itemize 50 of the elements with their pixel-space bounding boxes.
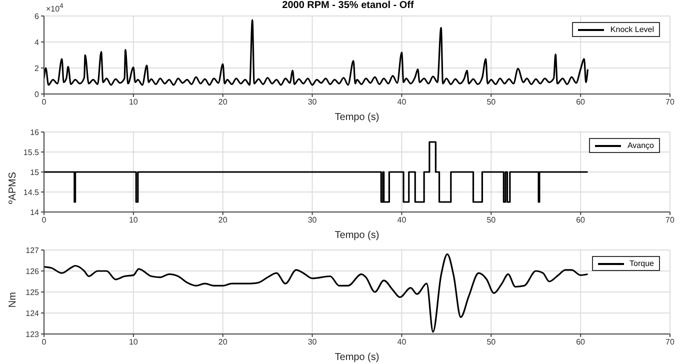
y-axis-title: Nm [8, 292, 19, 308]
x-tick-label: 30 [308, 216, 318, 225]
y-tick-label: 15 [30, 168, 40, 177]
x-tick-label: 60 [576, 216, 586, 225]
x-tick-label: 70 [666, 338, 675, 347]
x-tick-label: 70 [666, 98, 675, 107]
x-tick-label: 10 [128, 98, 138, 107]
legend-label: Avanço [627, 141, 654, 150]
x-tick-label: 60 [576, 338, 586, 347]
legend-label: Torque [630, 259, 654, 268]
y-tick-label: 127 [26, 246, 40, 255]
x-tick-label: 30 [308, 338, 318, 347]
x-tick-label: 10 [128, 216, 138, 225]
line-series [44, 253, 589, 333]
x-tick-label: 40 [397, 338, 407, 347]
y-tick-label: 0 [34, 90, 40, 99]
line-series [44, 19, 589, 86]
y-tick-label: 15.5 [23, 148, 40, 157]
x-tick-label: 60 [576, 98, 586, 107]
x-tick-label: 20 [218, 216, 228, 225]
text: ×10$^{4}$ [46, 3, 64, 14]
x-tick-label: 50 [486, 216, 496, 225]
x-tick-label: 40 [397, 216, 407, 225]
y-tick-label: 4 [34, 38, 40, 47]
x-axis-title: Tempo (s) [334, 230, 380, 241]
y-tick-label: 14 [30, 208, 40, 217]
chart-title: 2000 RPM - 35% etanol - Off [282, 0, 414, 11]
x-tick-label: 20 [218, 338, 228, 347]
x-axis-title: Tempo (s) [334, 112, 380, 123]
x-tick-label: 30 [308, 98, 318, 107]
y-tick-label: 6 [34, 12, 40, 21]
y-axis-title: ºAPMS [8, 172, 19, 204]
y-tick-label: 16 [30, 128, 40, 137]
x-tick-label: 0 [42, 98, 47, 107]
y-tick-label: 14.5 [23, 188, 40, 197]
x-tick-label: 0 [42, 216, 47, 225]
x-tick-label: 10 [128, 338, 138, 347]
x-tick-label: 50 [486, 98, 496, 107]
x-tick-label: 40 [397, 98, 407, 107]
x-tick-label: 20 [218, 98, 228, 107]
y-tick-label: 123 [26, 330, 40, 339]
x-axis-title: Tempo (s) [334, 352, 380, 363]
y-tick-label: 2 [34, 64, 40, 73]
legend-label: Knock Level [610, 25, 654, 34]
y-tick-label: 125 [26, 288, 40, 297]
x-tick-label: 0 [42, 338, 47, 347]
x-tick-label: 50 [486, 338, 496, 347]
y-tick-label: 126 [26, 266, 40, 276]
x-tick-label: 70 [666, 216, 675, 225]
y-tick-label: 124 [26, 308, 40, 318]
